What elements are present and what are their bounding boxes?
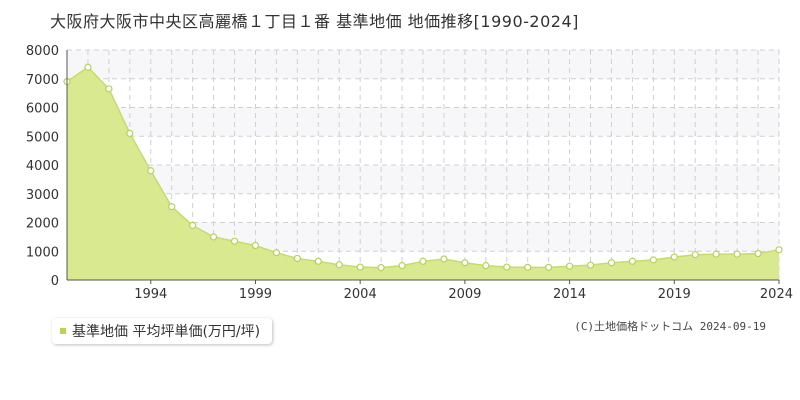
series-area-fill bbox=[67, 67, 779, 280]
data-point-2019 bbox=[670, 253, 678, 261]
y-tick-label: 8000 bbox=[26, 44, 59, 59]
y-tick-label: 3000 bbox=[26, 188, 59, 203]
data-point-2009 bbox=[461, 259, 469, 267]
x-tick-label: 1999 bbox=[239, 287, 272, 302]
data-point-2020 bbox=[691, 251, 699, 259]
x-tick-label: 2004 bbox=[344, 287, 377, 302]
data-point-2012 bbox=[524, 263, 532, 271]
chart-title: 大阪府大阪市中央区高麗橋１丁目１番 基準地価 地価推移[1990-2024] bbox=[50, 12, 579, 31]
data-point-2003 bbox=[335, 261, 343, 269]
data-point-2015 bbox=[586, 261, 595, 269]
x-tick-label: 2019 bbox=[658, 287, 691, 302]
legend-marker bbox=[60, 328, 66, 334]
data-point-1995 bbox=[168, 203, 176, 211]
data-point-2006 bbox=[398, 262, 406, 270]
data-point-2016 bbox=[607, 259, 616, 267]
data-point-1994 bbox=[147, 167, 155, 175]
data-point-2022 bbox=[733, 250, 741, 258]
data-point-1999 bbox=[251, 241, 260, 250]
copyright-credit: (C)土地価格ドットコム 2024-09-19 bbox=[574, 320, 766, 333]
data-point-2007 bbox=[419, 257, 427, 265]
y-axis-labels: 0 1000 2000 3000 4000 5000 6000 7000 8000 bbox=[26, 44, 59, 289]
x-tick-label: 2014 bbox=[553, 287, 586, 302]
data-point-2001 bbox=[293, 254, 301, 263]
x-tick-label: 1994 bbox=[134, 287, 167, 302]
data-point-1996 bbox=[189, 221, 197, 229]
legend-label: 基準地価 平均坪単価(万円/坪) bbox=[72, 324, 261, 340]
data-point-2008 bbox=[440, 255, 448, 263]
data-point-1992 bbox=[105, 85, 113, 93]
data-point-1998 bbox=[230, 237, 239, 245]
data-point-2017 bbox=[628, 257, 637, 265]
data-point-2011 bbox=[503, 263, 511, 271]
data-point-2004 bbox=[356, 263, 364, 271]
data-point-2021 bbox=[712, 250, 720, 258]
data-point-2014 bbox=[565, 262, 574, 270]
y-tick-label: 5000 bbox=[26, 130, 59, 145]
y-tick-label: 0 bbox=[51, 274, 59, 289]
y-tick-label: 1000 bbox=[26, 245, 59, 260]
x-tick-label: 2009 bbox=[448, 287, 481, 302]
y-tick-label: 6000 bbox=[26, 102, 59, 117]
data-point-2002 bbox=[314, 257, 322, 265]
data-point-2024 bbox=[775, 246, 783, 254]
data-point-2010 bbox=[482, 262, 490, 270]
legend: 基準地価 平均坪単価(万円/坪) bbox=[52, 318, 273, 344]
y-tick-label: 7000 bbox=[26, 73, 59, 88]
data-point-2023 bbox=[754, 249, 762, 258]
x-tick-label: 2024 bbox=[760, 287, 793, 302]
data-point-2018 bbox=[649, 256, 657, 264]
data-point-1997 bbox=[209, 233, 218, 241]
data-point-1991 bbox=[84, 63, 92, 71]
y-tick-label: 4000 bbox=[26, 159, 59, 174]
y-tick-label: 2000 bbox=[26, 217, 59, 232]
data-point-1993 bbox=[126, 129, 134, 137]
series-markers bbox=[63, 63, 783, 272]
axes bbox=[66, 50, 779, 281]
data-point-2005 bbox=[377, 264, 385, 272]
data-point-2000 bbox=[272, 249, 281, 257]
x-axis-labels: 1994 1999 2004 2009 2014 2019 2024 bbox=[134, 280, 793, 302]
data-point-2013 bbox=[545, 263, 553, 271]
